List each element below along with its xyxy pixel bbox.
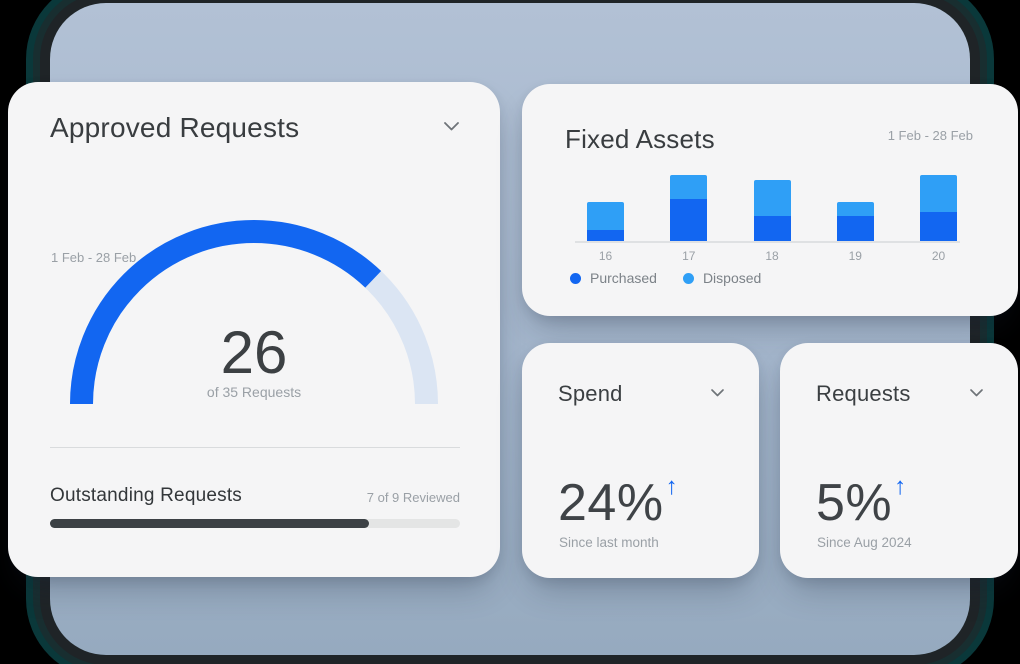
bar-chart-axis: [575, 241, 960, 243]
bar-group: [670, 175, 708, 241]
legend-label: Disposed: [702, 270, 762, 286]
fixed-assets-card: Fixed Assets 1 Feb - 28 Feb 16 17 18 19 20 P…: [522, 84, 1018, 316]
trend-up-icon: ↑: [665, 473, 678, 500]
divider: [50, 447, 460, 448]
outstanding-progress-track: [50, 519, 460, 528]
bar-group: [920, 175, 957, 241]
legend-item-disposed: Disposed: [682, 270, 762, 286]
chevron-down-icon[interactable]: [443, 119, 460, 137]
trend-up-icon: ↑: [894, 473, 907, 500]
chart-legend: Purchased Disposed: [570, 270, 761, 286]
approved-requests-date-range: 1 Feb - 28 Feb: [51, 250, 137, 265]
bar-x-label: 20: [931, 249, 946, 263]
requests-header[interactable]: Requests: [816, 381, 984, 407]
bar-group: [836, 202, 874, 241]
approved-requests-card: Approved Requests 1 Feb - 28 Feb 26 of 3…: [8, 82, 500, 577]
legend-dot-icon: [682, 272, 694, 284]
bar-x-label: 16: [598, 249, 613, 263]
requests-value: 5%: [816, 474, 893, 532]
spend-header[interactable]: Spend: [558, 381, 725, 407]
legend-item-purchased: Purchased: [570, 270, 657, 286]
chevron-down-icon[interactable]: [969, 385, 984, 403]
fixed-assets-title: Fixed Assets: [565, 124, 715, 154]
bar-x-label: 18: [765, 249, 779, 263]
requests-card: Requests 5% ↑ Since Aug 2024: [780, 343, 1018, 578]
bar-segment-purchased: [836, 216, 874, 241]
spend-title: Spend: [558, 381, 623, 406]
requests-caption: Since Aug 2024: [817, 535, 912, 550]
bar-segment-purchased: [753, 216, 791, 241]
bar-segment-disposed: [920, 175, 957, 212]
approved-requests-title: Approved Requests: [50, 112, 300, 143]
outstanding-requests-label: Outstanding Requests: [50, 485, 243, 506]
bar-segment-disposed: [753, 180, 791, 216]
outstanding-requests-status: 7 of 9 Reviewed: [366, 490, 460, 505]
bar-group: [753, 180, 791, 241]
approved-requests-header[interactable]: Approved Requests: [50, 112, 460, 144]
outstanding-progress-fill: [50, 519, 369, 528]
approved-requests-gauge: [70, 220, 438, 404]
bar-segment-disposed: [670, 175, 708, 199]
requests-title: Requests: [816, 381, 911, 406]
spend-value: 24%: [558, 474, 664, 532]
legend-label: Purchased: [590, 270, 657, 286]
bar-x-label: 17: [682, 249, 696, 263]
bar-chart-bars: [587, 171, 957, 241]
gauge-fill: [70, 220, 438, 404]
fixed-assets-date-range: 1 Feb - 28 Feb: [887, 128, 973, 143]
chevron-down-icon[interactable]: [710, 385, 725, 403]
bar-segment-disposed: [587, 202, 624, 230]
gauge-caption: of 35 Requests: [206, 384, 302, 400]
bar-segment-purchased: [587, 230, 624, 241]
legend-dot-icon: [570, 272, 581, 284]
bar-segment-disposed: [836, 202, 874, 216]
spend-caption: Since last month: [559, 535, 659, 550]
bar-chart-labels: 16 17 18 19 20: [587, 249, 957, 263]
bar-segment-purchased: [670, 199, 708, 241]
bar-group: [587, 202, 624, 241]
gauge-value: 26: [220, 319, 288, 386]
spend-card: Spend 24% ↑ Since last month: [522, 343, 759, 578]
bar-segment-purchased: [920, 212, 957, 241]
bar-x-label: 19: [848, 249, 862, 263]
